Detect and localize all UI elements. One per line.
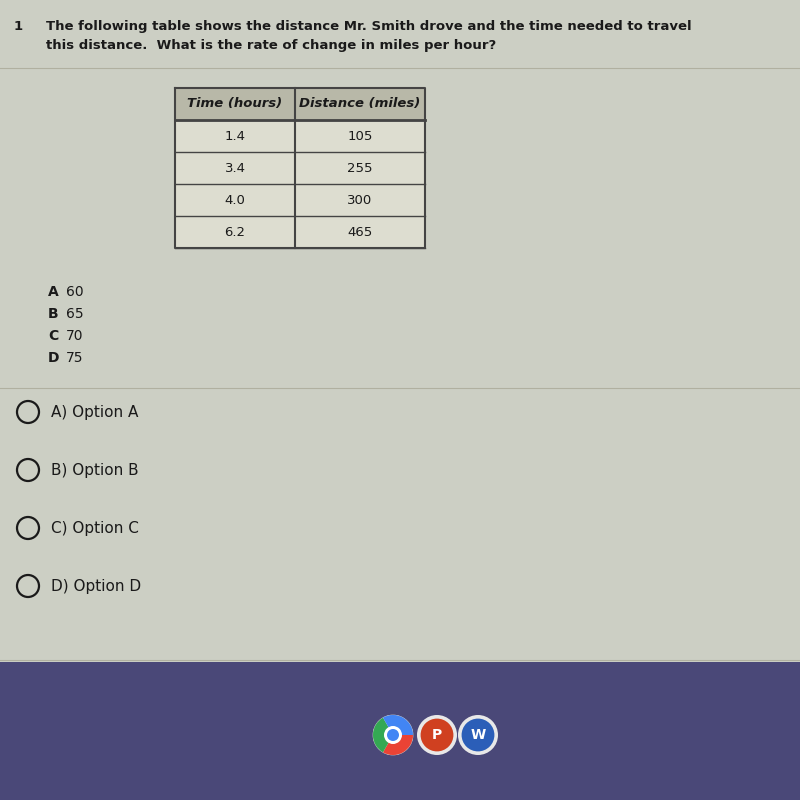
FancyBboxPatch shape (175, 216, 425, 248)
Circle shape (462, 718, 494, 751)
FancyBboxPatch shape (0, 662, 800, 800)
Text: 300: 300 (347, 194, 373, 206)
Text: 1: 1 (14, 20, 23, 33)
Wedge shape (383, 735, 413, 755)
Circle shape (417, 715, 457, 755)
Text: 4.0: 4.0 (225, 194, 246, 206)
Text: 1.4: 1.4 (225, 130, 246, 142)
Text: The following table shows the distance Mr. Smith drove and the time needed to tr: The following table shows the distance M… (46, 20, 692, 52)
Circle shape (387, 729, 399, 741)
Wedge shape (373, 718, 393, 752)
Text: Distance (miles): Distance (miles) (299, 98, 421, 110)
Text: 255: 255 (347, 162, 373, 174)
Text: 6.2: 6.2 (225, 226, 246, 238)
Text: D: D (48, 351, 59, 365)
Text: A: A (48, 285, 58, 299)
Text: 3.4: 3.4 (225, 162, 246, 174)
Text: 465: 465 (347, 226, 373, 238)
Text: C) Option C: C) Option C (51, 521, 139, 535)
Wedge shape (383, 715, 413, 735)
Circle shape (384, 726, 402, 744)
FancyBboxPatch shape (175, 120, 425, 152)
Circle shape (458, 715, 498, 755)
Text: 70: 70 (66, 329, 83, 343)
Text: B: B (48, 307, 58, 321)
Text: 105: 105 (347, 130, 373, 142)
Text: A) Option A: A) Option A (51, 405, 138, 419)
Text: P: P (432, 728, 442, 742)
Text: 60: 60 (66, 285, 84, 299)
Text: C: C (48, 329, 58, 343)
Text: Time (hours): Time (hours) (187, 98, 282, 110)
Text: 65: 65 (66, 307, 84, 321)
Text: W: W (470, 728, 486, 742)
FancyBboxPatch shape (175, 184, 425, 216)
FancyBboxPatch shape (175, 152, 425, 184)
Text: D) Option D: D) Option D (51, 578, 141, 594)
Text: 75: 75 (66, 351, 83, 365)
Text: B) Option B: B) Option B (51, 462, 138, 478)
FancyBboxPatch shape (175, 88, 425, 120)
Circle shape (373, 715, 413, 755)
Circle shape (421, 718, 454, 751)
